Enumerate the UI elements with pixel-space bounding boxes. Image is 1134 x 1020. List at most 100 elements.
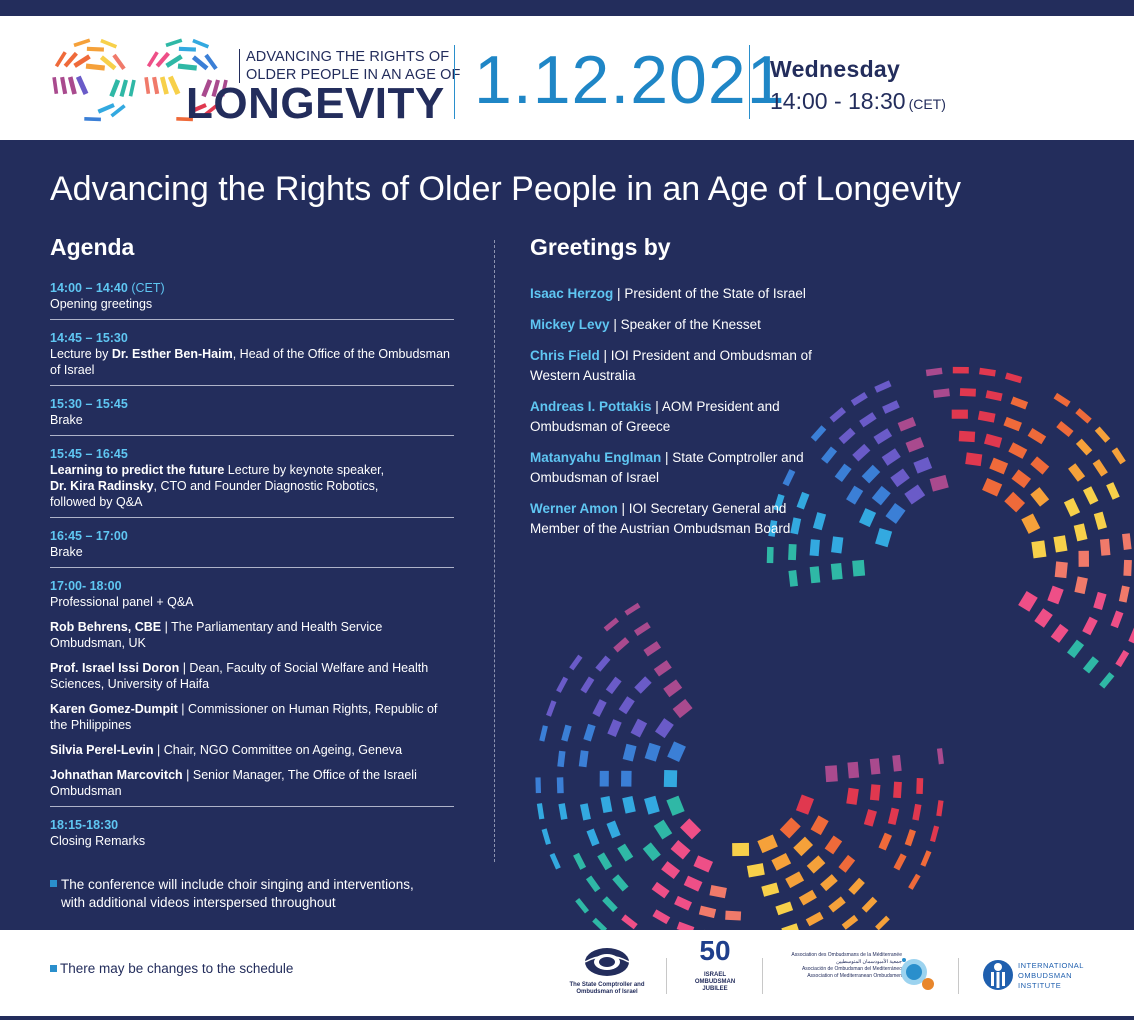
agenda-description: Learning to predict the future Lecture b… [50,462,454,510]
swirl-dash [603,617,620,632]
logo-dash [192,38,210,49]
swirl-dash [858,508,877,528]
separator: | [599,348,611,363]
swirl-dash [869,758,881,775]
conference-note: The conference will include choir singin… [61,876,414,912]
swirl-dash [622,743,637,762]
bottom-bar [0,1016,1134,1020]
swirl-dash [982,477,1003,497]
swirl-dash [908,873,921,890]
swirl-dash [644,795,660,815]
speaker-role: State Comptroller and Ombudsman of Israe… [530,450,804,485]
swirl-dash [1094,426,1111,443]
agenda-time: 15:30 – 15:45 [50,397,128,411]
speaker-role: President of the State of Israel [624,286,806,301]
swirl-dash [824,835,843,855]
swirl-dash [676,921,695,930]
swirl-dash [643,641,662,657]
swirl-dash [592,917,608,930]
agenda-timezone: (CET) [131,281,165,295]
swirl-dash [861,896,878,913]
swirl-dash [613,637,630,653]
swirl-dash [977,410,996,423]
swirl-dash [838,854,856,873]
swirl-dash [812,512,827,531]
swirl-dash [558,803,568,820]
logo-dash [146,51,159,68]
swirl-dash [798,889,817,906]
swirl-dash [852,559,866,577]
swirl-dash [618,696,635,715]
ioi-line: OMBUDSMAN [1018,971,1073,980]
swirl-dash [848,877,865,895]
greeting-speaker: Mickey Levy | Speaker of the Knesset [530,315,830,335]
logo-dash [191,55,209,71]
bullet-square-icon [50,965,57,972]
column-divider [494,240,495,862]
swirl-dash [985,390,1003,402]
footer: There may be changes to the schedule The… [0,930,1134,1016]
swirl-dash [893,781,902,799]
logo-dash [189,103,207,114]
swirl-dash [1099,672,1115,689]
speaker-name: Mickey Levy [530,317,610,332]
swirl-dash [666,795,685,816]
logo-dash [204,53,218,71]
swirl-dash [805,911,824,927]
swirl-dash [583,723,596,742]
swirl-dash [771,852,792,871]
swirl-dash [834,463,852,483]
swirl-dash [1118,585,1130,603]
panelist-name: Karen Gomez-Dumpit [50,702,178,716]
swirl-dash [929,474,949,492]
separator: | [617,501,629,516]
swirl-dash [1011,469,1032,489]
greetings-list: Isaac Herzog | President of the State of… [530,284,830,550]
swirl-dash [773,493,785,512]
swirl-dash [959,388,976,397]
page-title: Advancing the Rights of Older People in … [50,170,962,208]
swirl-dash [861,464,881,484]
event-time: 14:00 - 18:30 (CET) [770,88,946,115]
panelist-role: Commissioner on Human Rights, Republic o… [50,702,438,732]
swirl-dash [630,718,648,738]
aom-line: Asociación de Ombudsman del Mediterráneo [801,966,902,972]
swirl-dash [875,915,890,930]
swirl-dash [683,875,703,892]
agenda-text: Lecture by [50,347,112,361]
logo-dash [67,76,77,95]
conference-note-line: The conference will include choir singin… [61,877,414,892]
swirl-dash [1054,561,1068,579]
panelist-list: Rob Behrens, CBE | The Parliamentary and… [50,619,454,799]
aom-line: جمعية الأمبودسمان المتوسطيين [836,959,902,965]
swirl-dash [586,828,600,847]
event-time-range: 14:00 - 18:30 [770,88,906,114]
swirl-dash [546,700,557,717]
swirl-dash [810,815,829,836]
agenda-time: 14:45 – 15:30 [50,331,128,345]
swirl-dash [887,807,900,826]
logo-dash [201,79,213,98]
swirl-dash [841,914,859,930]
swirl-dash [1053,535,1068,553]
swirl-dash [1021,513,1041,534]
swirl-dash [809,539,820,557]
swirl-dash [653,660,672,677]
swirl-dash [1008,442,1028,459]
swirl-dash [875,527,893,548]
speaker-name: Chris Field [530,348,600,363]
swirl-dash [606,820,621,839]
agenda-item: 14:00 – 14:40 (CET) Opening greetings [50,280,454,320]
separator: | [179,661,190,675]
agenda-description: Professional panel + Q&A [50,595,194,609]
swirl-dash [933,388,950,398]
swirl-dash [850,392,868,407]
swirl-dash [569,654,583,671]
logo-dash [60,76,68,95]
swirl-dash [863,809,877,827]
swirl-dash [1111,447,1126,465]
logo-dash [165,54,183,68]
swirl-dash [779,817,801,839]
greeting-speaker: Isaac Herzog | President of the State of… [530,284,830,304]
swirl-dash [672,698,693,719]
